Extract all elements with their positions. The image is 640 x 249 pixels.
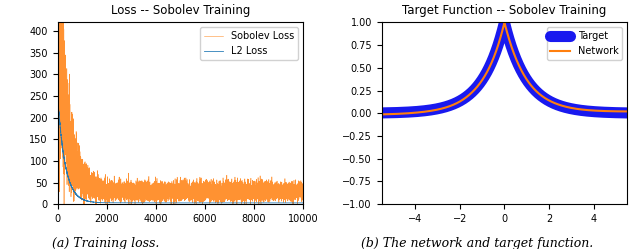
L2 Loss (300, 201, 307, 204)
Title: Loss -- Sobolev Training: Loss -- Sobolev Training (111, 4, 250, 17)
Network (570, 107, 577, 110)
Target (623, 112, 631, 115)
Network (477, 80, 485, 83)
Target (574, 108, 582, 111)
Sobolev Loss (68, 146, 76, 149)
L2 Loss (141, 201, 148, 204)
Network (547, 100, 554, 103)
Network (486, 65, 493, 68)
Sobolev Loss (54, 21, 61, 24)
L2 Loss (68, 187, 76, 190)
Target (547, 100, 554, 103)
Target (570, 108, 577, 111)
Sobolev Loss (300, 187, 307, 190)
Legend: Sobolev Loss, L2 Loss: Sobolev Loss, L2 Loss (200, 27, 298, 60)
Sobolev Loss (174, 187, 182, 190)
L2 Loss (55, 109, 63, 112)
L2 Loss (102, 201, 109, 204)
Text: (a) Training loss.: (a) Training loss. (52, 237, 159, 249)
Title: Target Function -- Sobolev Training: Target Function -- Sobolev Training (403, 4, 607, 17)
Network (500, 21, 508, 24)
L2 Loss (64, 174, 72, 177)
Line: L2 Loss: L2 Loss (58, 95, 303, 203)
Sobolev Loss (60, 203, 68, 206)
Target (477, 80, 485, 83)
Sobolev Loss (286, 188, 294, 191)
Line: Network: Network (381, 23, 627, 115)
Network (623, 110, 631, 113)
Target (486, 64, 493, 67)
Sobolev Loss (64, 150, 72, 153)
Line: Target: Target (381, 23, 627, 113)
Network (403, 112, 411, 115)
L2 Loss (174, 201, 182, 204)
L2 Loss (286, 201, 294, 204)
Text: (b) The network and target function.: (b) The network and target function. (361, 237, 593, 249)
Target (500, 21, 508, 24)
Sobolev Loss (55, 83, 63, 86)
Legend: Target, Network: Target, Network (547, 27, 622, 60)
Network (378, 113, 385, 116)
Target (403, 111, 411, 114)
Target (378, 112, 385, 115)
Line: Sobolev Loss: Sobolev Loss (58, 22, 303, 204)
Network (574, 108, 582, 111)
Sobolev Loss (102, 187, 109, 190)
L2 Loss (54, 94, 61, 97)
